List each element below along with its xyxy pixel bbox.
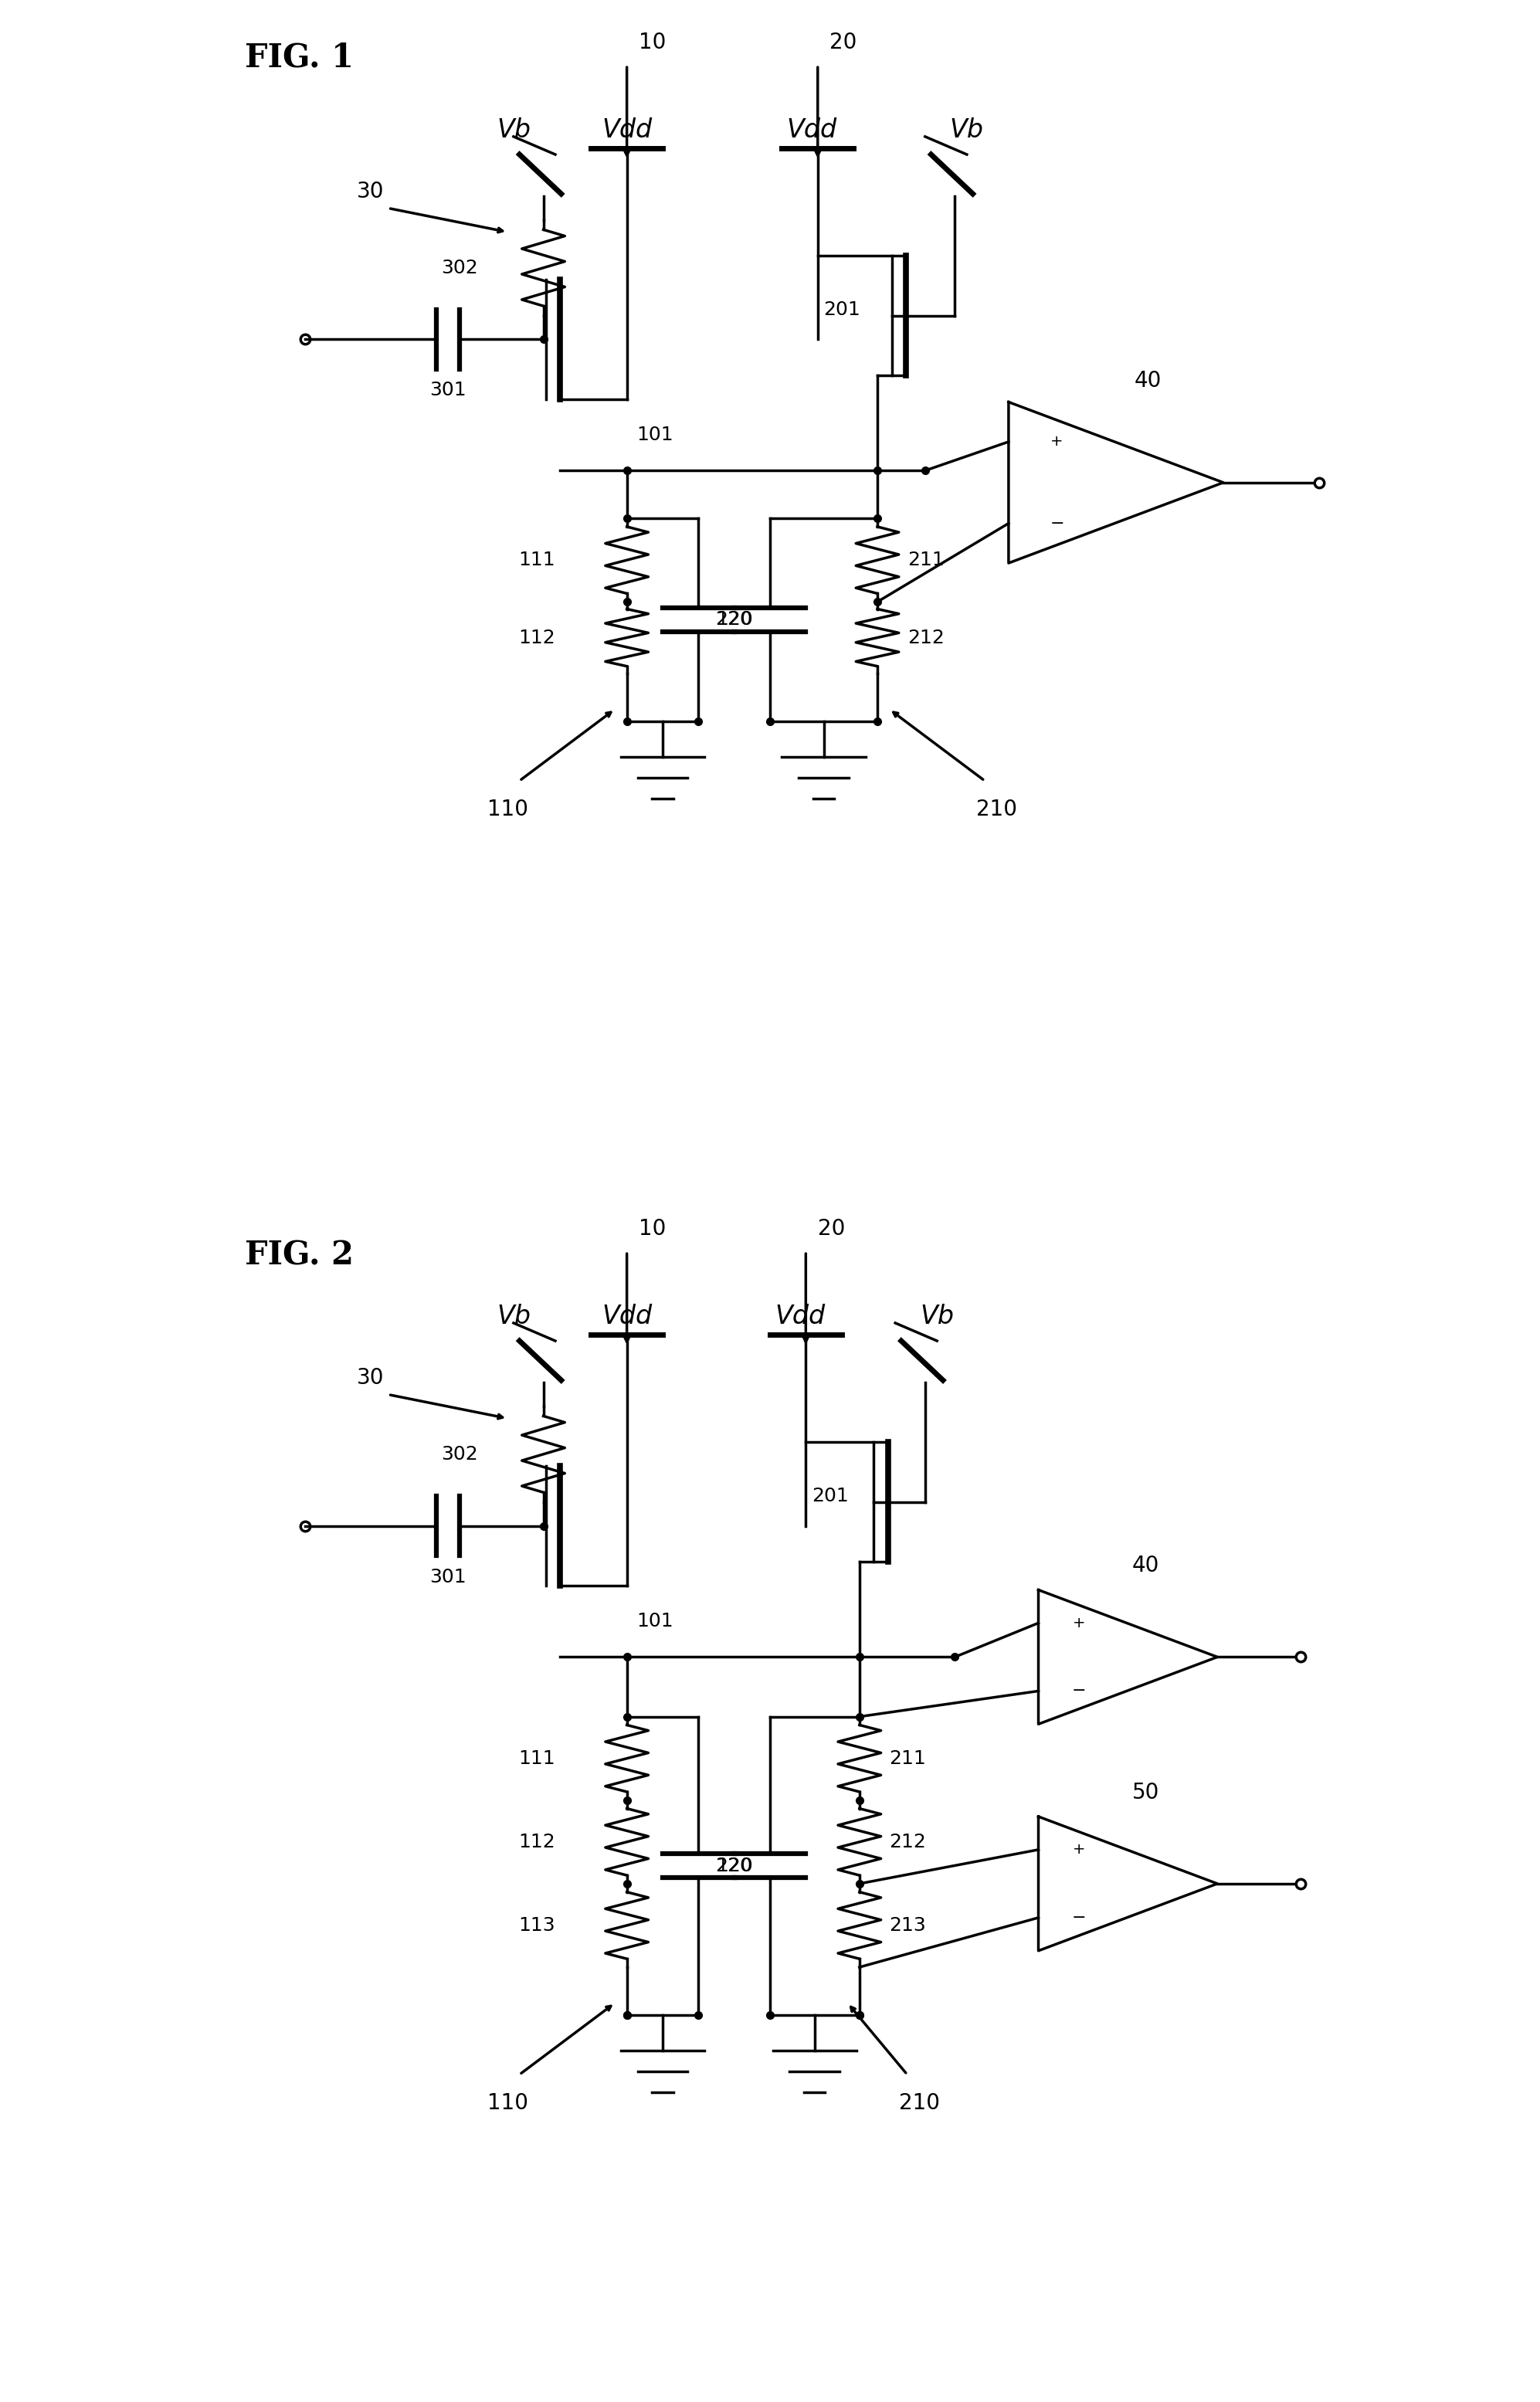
Text: 30: 30 <box>357 1367 383 1388</box>
Text: Vdd: Vdd <box>602 1304 651 1328</box>
Text: 120: 120 <box>716 610 753 629</box>
Text: 50: 50 <box>1132 1782 1160 1804</box>
Text: 110: 110 <box>487 800 528 821</box>
Text: 111: 111 <box>519 550 556 569</box>
Text: 120: 120 <box>716 1857 753 1876</box>
Text: 302: 302 <box>440 1446 477 1463</box>
Text: 40: 40 <box>1132 1554 1160 1576</box>
Text: 20: 20 <box>818 1218 845 1239</box>
Text: Vdd: Vdd <box>775 1304 825 1328</box>
Text: 212: 212 <box>907 629 944 646</box>
Text: 302: 302 <box>440 259 477 276</box>
Text: 301: 301 <box>430 382 467 399</box>
Text: FIG. 2: FIG. 2 <box>245 1239 354 1273</box>
Text: 201: 201 <box>812 1487 849 1506</box>
Text: 301: 301 <box>430 1569 467 1585</box>
Text: 112: 112 <box>519 1833 556 1852</box>
Text: +: + <box>1072 1617 1086 1631</box>
Text: Vb: Vb <box>496 1304 530 1328</box>
Text: 211: 211 <box>907 550 944 569</box>
Text: 110: 110 <box>487 2092 528 2114</box>
Text: 111: 111 <box>519 1749 556 1768</box>
Text: 210: 210 <box>899 2092 939 2114</box>
Text: Vb: Vb <box>919 1304 953 1328</box>
Text: 10: 10 <box>639 31 667 53</box>
Text: FIG. 1: FIG. 1 <box>245 41 354 74</box>
Text: −: − <box>1050 516 1064 531</box>
Text: 40: 40 <box>1135 370 1161 392</box>
Text: 212: 212 <box>889 1833 926 1852</box>
Text: 210: 210 <box>976 800 1016 821</box>
Text: 213: 213 <box>889 1917 926 1934</box>
Text: Vdd: Vdd <box>787 118 836 142</box>
Text: Vdd: Vdd <box>602 118 651 142</box>
Text: −: − <box>1072 1910 1086 1926</box>
Text: 211: 211 <box>889 1749 926 1768</box>
Text: 101: 101 <box>636 1612 673 1631</box>
Text: 201: 201 <box>824 300 861 319</box>
Text: 20: 20 <box>830 31 856 53</box>
Text: 220: 220 <box>715 1857 752 1876</box>
Text: 220: 220 <box>715 610 752 629</box>
Text: −: − <box>1072 1684 1086 1698</box>
Text: Vb: Vb <box>496 118 530 142</box>
Text: 30: 30 <box>357 180 383 202</box>
Text: 113: 113 <box>519 1917 556 1934</box>
Text: +: + <box>1050 435 1063 449</box>
Text: 10: 10 <box>639 1218 667 1239</box>
Text: 112: 112 <box>519 629 556 646</box>
Text: 101: 101 <box>636 425 673 444</box>
Text: +: + <box>1072 1842 1086 1857</box>
Text: Vb: Vb <box>950 118 984 142</box>
